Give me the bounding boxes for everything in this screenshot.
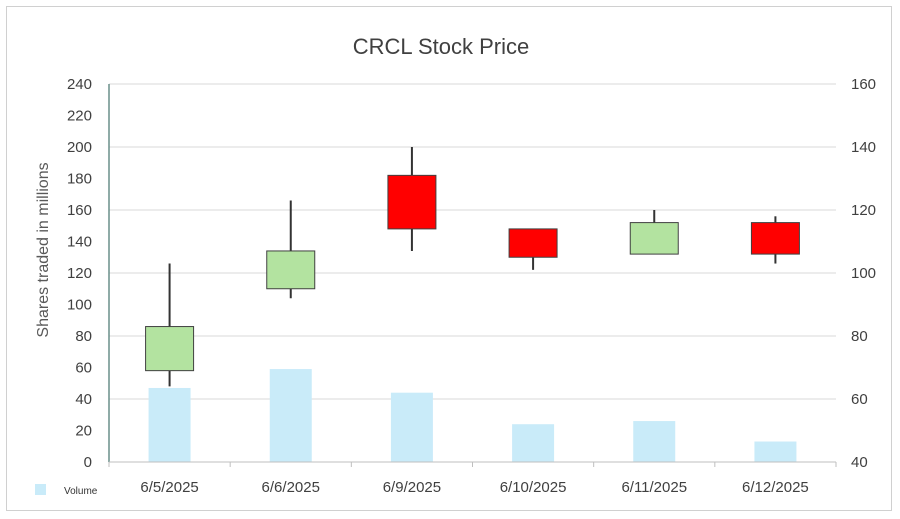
left-axis-ticks: 0 20 40 60 80 100 120 140 160 180 200 220 240 — [67, 76, 92, 471]
legend-label-volume: Volume — [64, 486, 98, 497]
left-axis-tick-label: 140 — [67, 234, 92, 251]
volume-series — [148, 369, 797, 462]
left-axis-tick-label: 100 — [67, 297, 92, 314]
grid-lines — [109, 83, 836, 463]
left-axis-tick-label: 80 — [75, 328, 92, 345]
left-axis-tick-label: 20 — [75, 423, 92, 440]
volume-bar — [148, 387, 191, 462]
left-axis-tick-label: 200 — [67, 139, 92, 156]
volume-bar — [512, 424, 555, 462]
y-axis-left-label: Shares traded in millions — [35, 162, 52, 337]
left-axis-tick-label: 180 — [67, 171, 92, 188]
x-axis-tick-label: 6/9/2025 — [383, 479, 441, 496]
candle-body-up — [145, 326, 195, 372]
x-axis-tick-label: 6/12/2025 — [742, 479, 809, 496]
left-axis-tick-label: 220 — [67, 108, 92, 125]
right-axis-tick-label: 40 — [851, 454, 868, 471]
left-axis-tick-label: 240 — [67, 76, 92, 93]
right-axis-tick-label: 80 — [851, 328, 868, 345]
candle-body-down — [750, 222, 800, 255]
chart-title: CRCL Stock Price — [353, 34, 529, 59]
x-axis-tick-label: 6/5/2025 — [140, 479, 198, 496]
axes — [108, 84, 837, 467]
x-axis-ticks: 6/5/2025 6/6/2025 6/9/2025 6/10/2025 6/11/20… — [140, 479, 808, 496]
right-axis-tick-label: 140 — [851, 139, 876, 156]
candle-body-up — [266, 250, 316, 290]
volume-bar — [269, 369, 312, 462]
right-axis-tick-label: 160 — [851, 76, 876, 93]
left-axis-tick-label: 0 — [84, 454, 92, 471]
legend: Volume — [35, 484, 98, 497]
x-axis-tick-label: 6/11/2025 — [621, 479, 687, 496]
x-axis-tick-label: 6/6/2025 — [262, 479, 320, 496]
right-axis-tick-label: 60 — [851, 391, 868, 408]
right-axis-ticks: 40 60 80 100 120 140 160 — [851, 76, 876, 471]
price-series — [145, 147, 800, 387]
x-axis-tick-label: 6/10/2025 — [500, 479, 567, 496]
right-axis-tick-label: 120 — [851, 202, 876, 219]
candle-body-down — [387, 174, 437, 230]
left-axis-tick-label: 40 — [75, 391, 92, 408]
candle-body-down — [508, 228, 558, 258]
left-axis-tick-label: 160 — [67, 202, 92, 219]
volume-bar — [390, 392, 433, 462]
volume-bar — [633, 421, 676, 462]
volume-bar — [754, 441, 797, 462]
right-axis-tick-label: 100 — [851, 265, 876, 282]
candle-body-up — [629, 222, 679, 255]
left-axis-tick-label: 120 — [67, 265, 92, 282]
legend-swatch-volume — [35, 484, 46, 495]
left-axis-tick-label: 60 — [75, 360, 92, 377]
